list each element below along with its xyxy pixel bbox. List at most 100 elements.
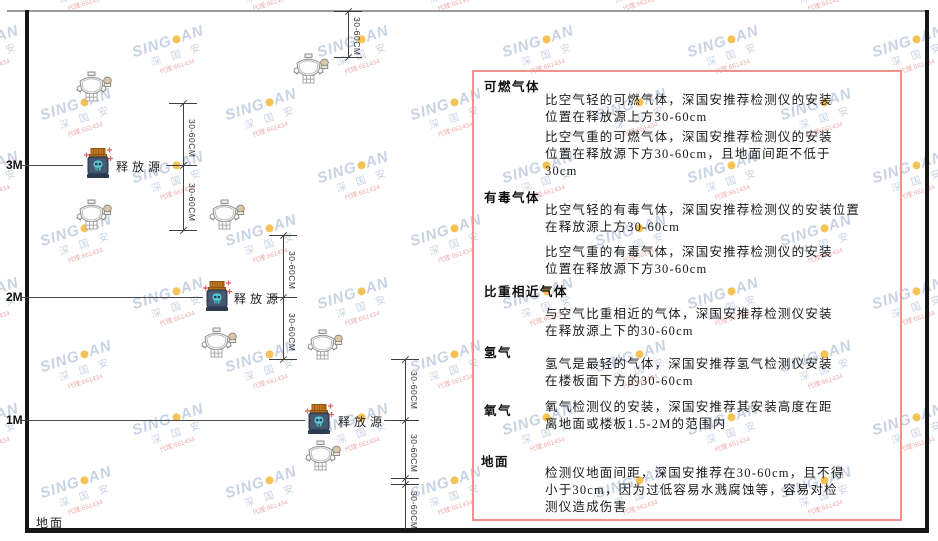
dimension-label: 30-60CM — [409, 371, 419, 410]
panel-line: 比空气重的可燃气体，深国安推荐检测仪的安装 — [545, 130, 833, 144]
watermark-dot-icon — [264, 223, 275, 234]
watermark-sub: 代理:661434 — [251, 246, 289, 265]
watermark-cn: 深 国 安 — [242, 0, 303, 6]
panel-paragraph-ground-0: 检测仪地面间距，深国安推荐在30-60cm，且不得 小于30cm，因为过低容易水溅… — [545, 465, 885, 516]
release-source-label: 释放源 — [234, 292, 283, 306]
panel-line: 小于30cm，因为过低容易水溅腐蚀等，容易对检 — [545, 483, 838, 497]
watermark-cn: 深 国 安 — [612, 0, 673, 6]
panel-line: 在释放源上下的30-60cm — [545, 324, 694, 338]
height-label-1m: 1M — [6, 413, 23, 427]
watermark-cn: 深 国 安 — [335, 293, 391, 321]
level-line-1m-a — [22, 420, 305, 421]
gas-detector-icon — [307, 329, 343, 365]
release-source-label: 释放源 — [338, 415, 387, 429]
watermark-sub: 代理:661434 — [251, 498, 289, 517]
watermark-sub: 代理:661434 — [158, 183, 196, 202]
panel-paragraph-combustible-gas-1: 比空气重的可燃气体，深国安推荐检测仪的安装 位置在释放源下方30-60cm，且地面… — [545, 129, 885, 180]
watermark-sub: 代理:661434 — [343, 309, 381, 328]
watermark-sub: 代理:661434 — [343, 183, 381, 202]
recommendation-panel — [472, 70, 902, 521]
panel-line: 比空气轻的有毒气体，深国安推荐检测仪的安装位置 — [545, 203, 861, 217]
right-border-line — [925, 10, 929, 533]
left-wall-line — [25, 10, 29, 533]
dimension-line — [348, 11, 349, 57]
panel-line: 离地面或楼板1.5-2M的范围内 — [545, 417, 727, 431]
watermark-cn: 深 国 安 — [150, 41, 206, 69]
watermark-cn: 深 国 安 — [335, 167, 391, 195]
watermark-cn: 深 国 安 — [57, 0, 118, 6]
watermark-sub: 代理:661434 — [66, 120, 104, 139]
watermark-cn: 深 国 安 — [243, 356, 299, 384]
watermark-dot-icon — [171, 286, 182, 297]
watermark-sub: 代理:661434 — [158, 435, 196, 454]
watermark-dot-icon — [911, 160, 922, 171]
level-line-3m-a — [22, 165, 83, 166]
release-source-icon — [201, 280, 233, 318]
panel-heading-ground: 地面 — [481, 455, 510, 469]
panel-paragraph-combustible-gas-0: 比空气轻的可燃气体，深国安推荐检测仪的安装 位置在释放源上方30-60cm — [545, 92, 885, 126]
watermark-sub: 代理:661434 — [898, 57, 936, 76]
panel-paragraph-oxygen-0: 氧气检测仪的安装，深国安推荐其安装高度在距 离地面或楼板1.5-2M的范围内 — [545, 399, 885, 433]
watermark-cn: 深 国 安 — [890, 41, 938, 69]
watermark-sub: 代理:661434 — [158, 57, 196, 76]
panel-heading-combustible-gas: 可燃气体 — [484, 80, 541, 94]
panel-line: 在楼板面下方的30-60cm — [545, 374, 694, 388]
panel-line: 氧气检测仪的安装，深国安推荐其安装高度在距 — [545, 400, 833, 414]
watermark-dot-icon — [356, 160, 367, 171]
height-label-2m: 2M — [6, 290, 23, 304]
watermark-sub: 代理:661434 — [0, 435, 11, 454]
watermark-dot-icon — [541, 34, 552, 45]
watermark-sub: 代理:661434 — [898, 183, 936, 202]
watermark-sub: 代理:661434 — [898, 435, 936, 454]
dimension-label: 30-60CM — [287, 251, 297, 290]
watermark-sub: 代理:661434 — [0, 309, 11, 328]
watermark-cn: 深 国 安 — [705, 41, 761, 69]
dimension-line — [405, 359, 406, 529]
watermark-sub: 代理:661434 — [898, 309, 936, 328]
watermark-dot-icon — [264, 349, 275, 360]
release-source-icon — [303, 403, 335, 441]
watermark-sub: 代理:661434 — [343, 435, 381, 454]
watermark-cn: 深 国 安 — [58, 482, 114, 510]
ceiling-line — [7, 10, 929, 12]
watermark-dot-icon — [79, 349, 90, 360]
panel-heading-hydrogen: 氢气 — [484, 346, 513, 360]
watermark-cn: 深 国 安 — [797, 0, 858, 6]
watermark-sub: 代理:661434 — [66, 246, 104, 265]
panel-line: 与空气比重相近的气体，深国安推荐检测仪安装 — [545, 307, 833, 321]
dimension-label: 30-60CM — [409, 491, 419, 530]
dimension-line — [183, 103, 184, 230]
panel-heading-oxygen: 氧气 — [484, 404, 513, 418]
gas-detector-icon — [305, 440, 341, 476]
release-source-label: 释放源 — [116, 160, 165, 174]
watermark-cn: 深 国 安 — [243, 482, 299, 510]
dimension-label: 30-60CM — [409, 434, 419, 473]
watermark-sub: 代理:661434 — [0, 57, 11, 76]
panel-line: 氢气是最轻的气体，深国安推荐氢气检测仪安装 — [545, 357, 833, 371]
gas-detector-icon — [293, 53, 329, 89]
watermark-cn: 深 国 安 — [0, 41, 21, 68]
panel-paragraph-similar-density-gas-0: 与空气比重相近的气体，深国安推荐检测仪安装 在释放源上下的30-60cm — [545, 306, 885, 340]
gas-detector-icon — [209, 199, 245, 235]
watermark-dot-icon — [79, 475, 90, 486]
watermark-sub: 代理:661434 — [66, 498, 104, 517]
release-source-icon — [82, 147, 114, 185]
